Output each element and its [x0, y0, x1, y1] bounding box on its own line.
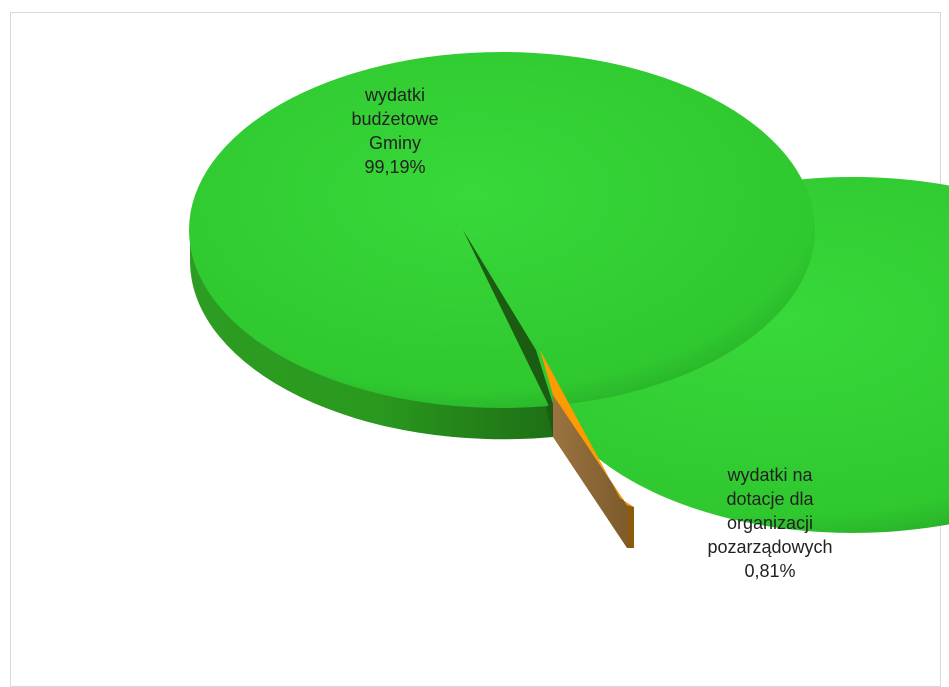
slice-1-side [553, 395, 627, 548]
slice-1-label: wydatki na dotacje dla organizacji pozar… [707, 465, 833, 581]
slice-1-edge [627, 505, 634, 548]
slice-0-top-face [189, 52, 815, 408]
slice-0-label: wydatki budżetowe Gminy 99,19% [351, 85, 439, 177]
slice-0-side [190, 230, 553, 440]
